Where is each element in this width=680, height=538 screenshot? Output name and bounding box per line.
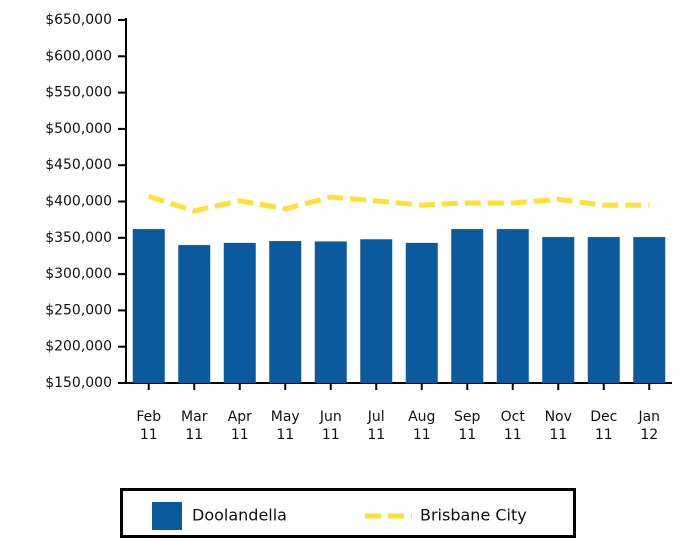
y-tick-label: $250,000: [45, 302, 112, 318]
y-tick-label: $350,000: [45, 230, 112, 246]
line: [147, 194, 650, 214]
x-tick-label: 11: [185, 427, 203, 443]
bar: [405, 242, 438, 383]
x-tick-label: 11: [367, 427, 385, 443]
x-tick-label: Oct: [501, 409, 526, 425]
x-tick-label: Dec: [590, 409, 617, 425]
x-tick-label: 11: [504, 427, 522, 443]
x-tick-label: Mar: [181, 409, 208, 425]
x-tick-label: 11: [458, 427, 476, 443]
x-tick-label: 11: [322, 427, 340, 443]
x-tick-label: Apr: [228, 409, 252, 425]
y-tick-label: $600,000: [45, 48, 112, 64]
x-tick-label: 11: [140, 427, 158, 443]
x-tick-label: Aug: [408, 409, 435, 425]
x-tick-label: 11: [549, 427, 567, 443]
x-tick-label: May: [271, 409, 300, 425]
y-tick-label: $650,000: [45, 12, 112, 28]
y-tick-label: $450,000: [45, 157, 112, 173]
y-tick-label: $200,000: [45, 339, 112, 355]
x-tick-label: 12: [640, 427, 658, 443]
x-tick-label: 11: [595, 427, 613, 443]
x-tick-label: Nov: [545, 409, 572, 425]
y-tick-label: $400,000: [45, 194, 112, 210]
bar: [314, 241, 347, 383]
bar: [496, 229, 529, 383]
x-tick-label: 11: [413, 427, 431, 443]
bar: [269, 241, 302, 383]
x-tick-label: Sep: [454, 409, 481, 425]
x-tick-label: Jan: [637, 409, 660, 425]
y-tick-label: $500,000: [45, 121, 112, 137]
bar: [360, 239, 393, 383]
y-tick-label: $550,000: [45, 85, 112, 101]
bar: [132, 229, 165, 383]
x-tick-label: Feb: [136, 409, 161, 425]
bar: [587, 237, 620, 383]
y-tick-label: $150,000: [45, 375, 112, 391]
legend-box: [120, 488, 576, 538]
x-tick-label: Jun: [319, 409, 342, 425]
bar: [223, 242, 256, 383]
bar: [178, 245, 211, 383]
bar: [451, 229, 484, 383]
bar: [542, 237, 575, 383]
x-tick-label: 11: [276, 427, 294, 443]
y-tick-label: $300,000: [45, 266, 112, 282]
legend-swatch: [152, 502, 182, 530]
legend-label: Doolandella: [192, 506, 287, 525]
legend-label: Brisbane City: [420, 506, 527, 525]
x-tick-label: Jul: [367, 409, 385, 425]
bar: [633, 237, 666, 383]
x-tick-label: 11: [231, 427, 249, 443]
